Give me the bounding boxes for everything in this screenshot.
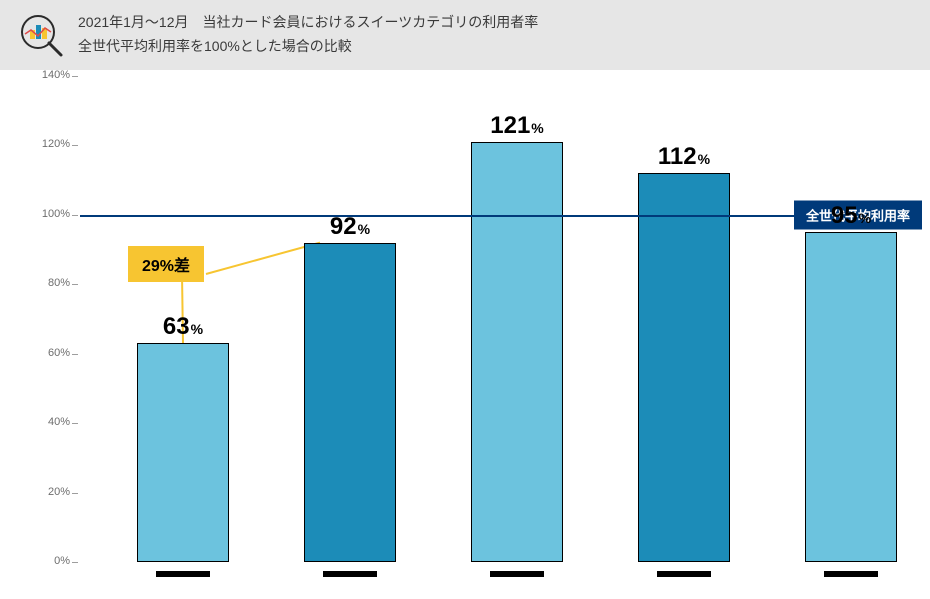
y-tick-mark xyxy=(72,562,78,563)
y-tick-mark xyxy=(72,423,78,424)
bar xyxy=(137,343,229,562)
y-tick-label: 80% xyxy=(0,277,70,289)
bar-value-label: 121% xyxy=(457,112,577,140)
chart-search-icon xyxy=(18,12,64,58)
y-tick-mark xyxy=(72,493,78,494)
y-tick-mark xyxy=(72,76,78,77)
bar xyxy=(471,142,563,562)
y-tick-mark xyxy=(72,284,78,285)
bar xyxy=(638,173,730,562)
bar xyxy=(805,232,897,562)
x-category-underline xyxy=(657,571,711,577)
bar-chart: 0%20%40%60%80%100%120%140% 全世代平均利用率 63%9… xyxy=(0,70,930,599)
y-tick-label: 20% xyxy=(0,486,70,498)
difference-callout: 29%差 xyxy=(128,246,204,282)
y-tick-label: 120% xyxy=(0,138,70,150)
bar-value-label: 63% xyxy=(123,313,243,341)
header-line1: 2021年1月〜12月 当社カード会員におけるスイーツカテゴリの利用者率 xyxy=(78,11,538,35)
header-line2: 全世代平均利用率を100%とした場合の比較 xyxy=(78,35,538,59)
y-tick-label: 40% xyxy=(0,416,70,428)
x-category-underline xyxy=(156,571,210,577)
y-tick-label: 0% xyxy=(0,555,70,567)
bar-value-label: 92% xyxy=(290,213,410,241)
x-category-underline xyxy=(490,571,544,577)
y-tick-mark xyxy=(72,215,78,216)
bar xyxy=(304,243,396,562)
y-tick-mark xyxy=(72,354,78,355)
y-tick-label: 140% xyxy=(0,69,70,81)
bar-value-label: 95% xyxy=(791,202,911,230)
header: 2021年1月〜12月 当社カード会員におけるスイーツカテゴリの利用者率 全世代… xyxy=(0,0,930,70)
y-tick-label: 60% xyxy=(0,347,70,359)
x-category-underline xyxy=(323,571,377,577)
y-tick-mark xyxy=(72,145,78,146)
x-category-underline xyxy=(824,571,878,577)
bar-value-label: 112% xyxy=(624,143,744,171)
y-tick-label: 100% xyxy=(0,208,70,220)
header-text: 2021年1月〜12月 当社カード会員におけるスイーツカテゴリの利用者率 全世代… xyxy=(78,11,538,59)
